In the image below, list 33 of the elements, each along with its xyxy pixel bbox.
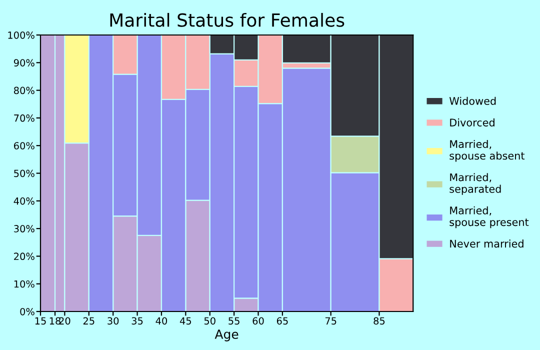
legend-label: Married, spouse absent bbox=[450, 140, 525, 162]
y-tick-label: 50% bbox=[14, 170, 34, 178]
x-tick-label: 85 bbox=[374, 317, 385, 325]
y-tick-label: 20% bbox=[14, 252, 34, 260]
x-tick-label: 35 bbox=[132, 317, 143, 325]
x-axis-title: Age bbox=[214, 330, 238, 342]
x-tick-label: 75 bbox=[325, 317, 336, 325]
x-tick-label: 65 bbox=[276, 317, 288, 325]
y-tick-label: 80% bbox=[14, 86, 34, 94]
y-tick-label: 60% bbox=[14, 142, 34, 150]
legend-label: Widowed bbox=[449, 96, 496, 105]
legend-label: Divorced bbox=[450, 118, 494, 126]
y-tick-label: 0% bbox=[20, 308, 34, 316]
x-tick-label: 30 bbox=[108, 317, 119, 325]
x-tick-label: 55 bbox=[228, 317, 240, 325]
chart-title: Marital Status for Females bbox=[110, 12, 344, 27]
x-tick-label: 20 bbox=[59, 317, 70, 325]
y-tick-label: 40% bbox=[14, 197, 34, 205]
x-tick-label: 25 bbox=[83, 317, 94, 325]
x-tick-label: 15 bbox=[35, 317, 46, 325]
x-tick-label: 45 bbox=[180, 317, 192, 325]
y-tick-label: 90% bbox=[14, 59, 34, 66]
legend-label: Married, spouse present bbox=[450, 206, 529, 228]
y-tick-label: 30% bbox=[14, 225, 34, 232]
y-tick-label: 100% bbox=[8, 31, 34, 39]
y-tick-label: 10% bbox=[14, 280, 34, 288]
legend-label: Never married bbox=[450, 240, 524, 248]
x-tick-label: 40 bbox=[156, 317, 168, 325]
y-tick-label: 70% bbox=[14, 114, 34, 122]
x-tick-label: 50 bbox=[204, 317, 216, 325]
x-tick-label: 18 bbox=[50, 317, 61, 325]
x-tick-label: 60 bbox=[252, 317, 264, 325]
legend-label: Married, separated bbox=[450, 173, 501, 195]
